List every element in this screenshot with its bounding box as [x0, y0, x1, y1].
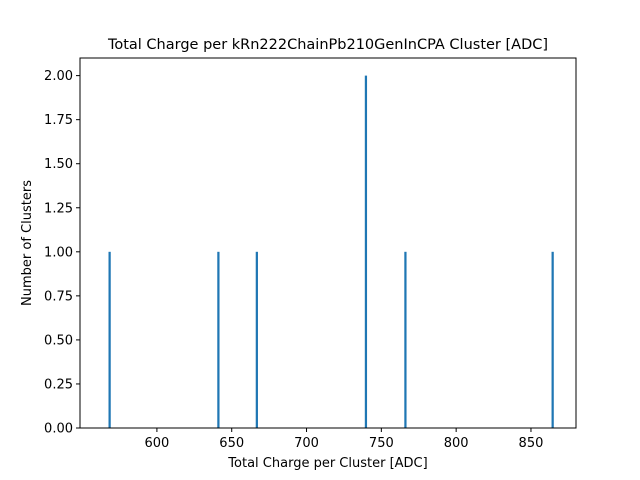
plot-area-frame	[79, 57, 577, 429]
y-axis-ticks: 0.00 0.25 0.50 0.75 1.00 1.25 1.50 1.75 2.00	[44, 69, 80, 437]
y-tick-label: 0.00	[44, 422, 73, 437]
x-axis-ticks: 600 650 700 750 800 850	[144, 428, 543, 451]
y-tick-label: 0.50	[44, 333, 73, 348]
x-axis-label: Total Charge per Cluster [ADC]	[227, 456, 427, 471]
y-axis-label: Number of Clusters	[20, 180, 35, 306]
y-tick-label: 1.25	[44, 201, 73, 216]
y-tick-label: 2.00	[44, 69, 73, 84]
y-tick-label: 0.75	[44, 289, 73, 304]
x-tick-label: 700	[294, 436, 319, 451]
bar-series	[108, 75, 554, 429]
bar	[364, 75, 368, 429]
chart-title: Total Charge per kRn222ChainPb210GenInCP…	[107, 37, 548, 53]
y-tick-label: 1.00	[44, 245, 73, 260]
x-tick-label: 800	[444, 436, 469, 451]
x-tick-label: 600	[144, 436, 169, 451]
bar	[551, 251, 554, 428]
bar	[108, 251, 111, 428]
y-tick-label: 1.75	[44, 113, 73, 128]
y-tick-label: 0.25	[44, 377, 73, 392]
y-tick-label: 1.50	[44, 157, 73, 172]
bar	[255, 251, 258, 428]
x-tick-label: 750	[369, 436, 394, 451]
x-tick-label: 650	[219, 436, 244, 451]
bar	[404, 251, 407, 428]
x-tick-label: 850	[519, 436, 544, 451]
bar	[217, 251, 220, 428]
